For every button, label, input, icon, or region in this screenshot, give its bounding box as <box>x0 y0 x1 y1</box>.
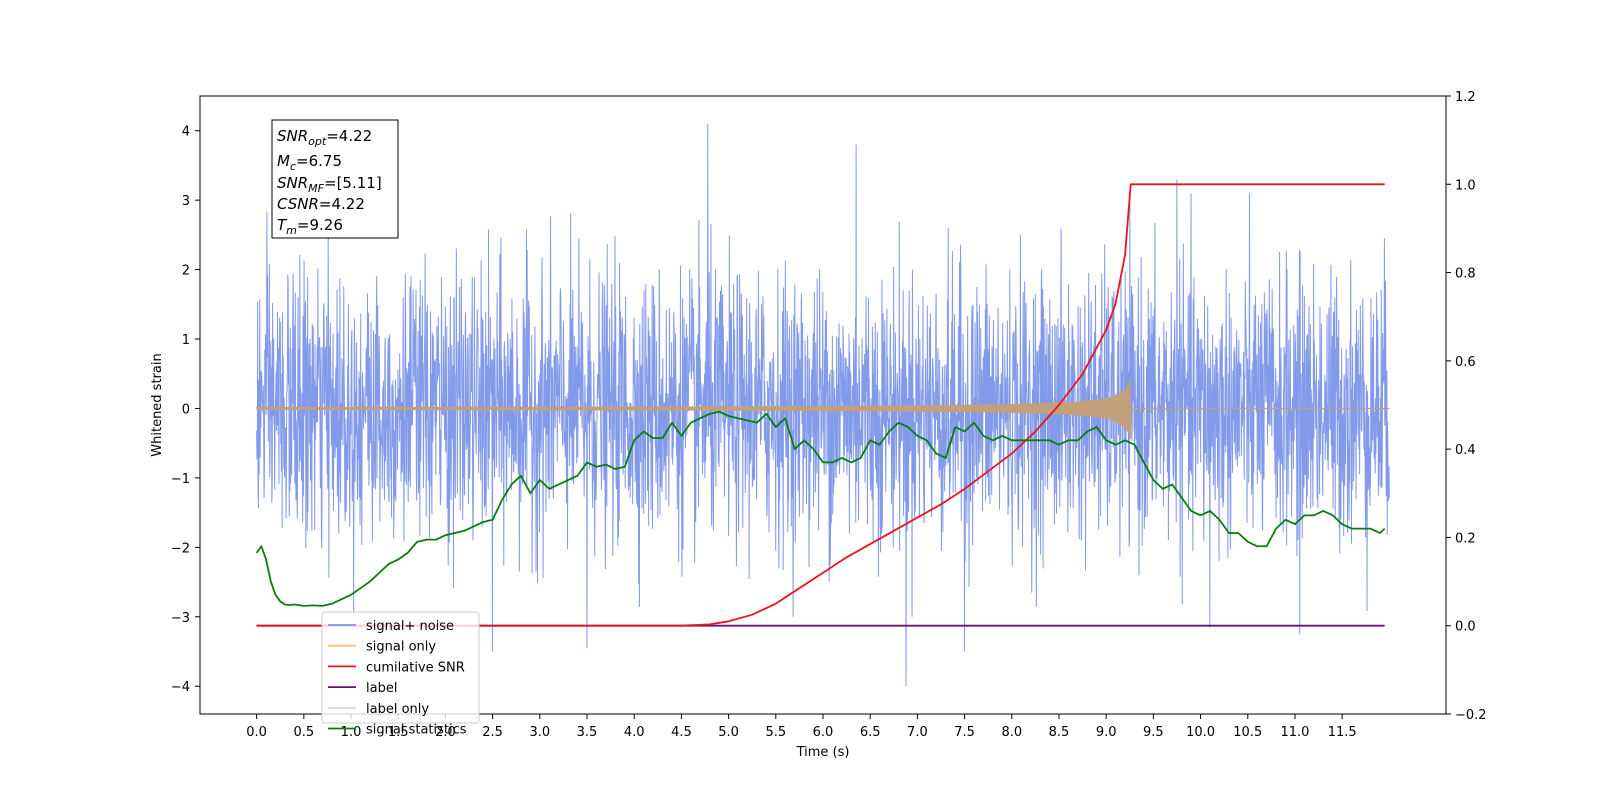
y2-tick-label: 0.8 <box>1455 267 1476 282</box>
x-axis-label: Time (s) <box>796 745 850 760</box>
x-tick-label: 7.5 <box>954 725 975 740</box>
stats-snr-mf: SNRMF=[5.11] <box>277 174 382 195</box>
stats-snr-mf-value: =[5.11] <box>324 174 382 192</box>
series-signal-only-line <box>256 379 1390 439</box>
stats-mc-value: =6.75 <box>296 152 342 170</box>
stats-mc-base: M <box>277 152 290 170</box>
stats-tm: Tm=9.26 <box>277 216 343 237</box>
y-tick-label: −4 <box>171 680 190 695</box>
y-tick-label: 4 <box>182 125 190 140</box>
stats-snr-opt-sub: opt <box>308 135 327 148</box>
x-tick-label: 2.5 <box>482 725 503 740</box>
x-tick-label: 10.0 <box>1186 725 1215 740</box>
y2-tick-label: 1.0 <box>1455 178 1476 193</box>
legend-items: signal+ noise signal only cumilative SNR la… <box>328 619 467 738</box>
x-tick-label: 3.5 <box>577 725 598 740</box>
stats-tm-value: =9.26 <box>297 216 343 234</box>
y2-tick-label: 0.2 <box>1455 531 1476 546</box>
legend: signal+ noise signal only cumilative SNR la… <box>321 611 480 738</box>
y-tick-label: 0 <box>182 402 190 417</box>
y2-tick-label: 0.4 <box>1455 443 1476 458</box>
stats-mc-sub: c <box>290 160 296 173</box>
x-axis: 0.0 0.5 1.0 1.5 2.0 2.5 3.0 3.5 4.0 4.5 5.0 5.5 6.0 6… <box>246 714 1357 740</box>
stats-csnr-value: =4.22 <box>319 195 365 213</box>
y2-tick-label: 0.0 <box>1455 620 1476 635</box>
x-tick-label: 11.5 <box>1328 725 1357 740</box>
y-axis-right: −0.2 0.0 0.2 0.4 0.6 0.8 1.0 1.2 <box>1446 90 1487 723</box>
y2-tick-label: −0.2 <box>1455 708 1487 723</box>
x-tick-label: 8.5 <box>1049 725 1070 740</box>
x-tick-label: 10.5 <box>1233 725 1262 740</box>
stats-csnr: CSNR=4.22 <box>277 195 365 213</box>
legend-frame <box>321 611 480 724</box>
y-tick-label: −1 <box>171 472 190 487</box>
y-tick-label: −2 <box>171 541 190 556</box>
x-tick-label: 11.0 <box>1280 725 1309 740</box>
y2-tick-label: 1.2 <box>1455 90 1476 105</box>
x-tick-label: 1.5 <box>388 725 409 740</box>
x-tick-label: 0.5 <box>293 725 314 740</box>
x-tick-label: 6.0 <box>813 725 834 740</box>
stats-snr-opt-base: SNR <box>277 127 308 145</box>
x-tick-label: 0.0 <box>246 725 267 740</box>
y-tick-label: −3 <box>171 611 190 626</box>
legend-label-cumulative-snr: cumilative SNR <box>366 660 465 675</box>
x-tick-label: 3.0 <box>529 725 550 740</box>
stats-snr-mf-sub: MF <box>308 182 324 195</box>
stats-tm-base: T <box>277 216 288 234</box>
y-tick-label: 2 <box>182 264 190 279</box>
legend-label-signal-only: signal only <box>366 640 436 655</box>
stats-tm-sub: m <box>286 224 297 237</box>
series-cumulative-snr-line <box>256 183 1385 627</box>
series-signal-noise-line <box>256 123 1390 687</box>
y2-tick-label: 0.6 <box>1455 355 1476 370</box>
x-tick-label: 9.0 <box>1096 725 1117 740</box>
legend-label-signal-noise: signal+ noise <box>366 619 454 634</box>
x-tick-label: 9.5 <box>1143 725 1164 740</box>
x-tick-label: 6.5 <box>860 725 881 740</box>
stats-mc: Mc=6.75 <box>277 152 342 173</box>
x-tick-label: 2.0 <box>435 725 456 740</box>
stats-csnr-base: CSNR <box>277 195 319 213</box>
x-tick-label: 7.0 <box>907 725 928 740</box>
stats-box-frame <box>271 119 399 239</box>
stats-box: SNRopt=4.22 Mc=6.75 SNRMF=[5.11] CSNR=4.… <box>271 119 399 239</box>
y-axis-left: −4 −3 −2 −1 0 1 2 3 4 <box>171 125 200 695</box>
legend-label-signal-statistics: signal statistics <box>366 723 467 738</box>
series-signal-statistics-line <box>255 410 1386 607</box>
stats-snr-mf-base: SNR <box>277 174 308 192</box>
y-tick-label: 1 <box>182 333 190 348</box>
stats-snr-opt: SNRopt=4.22 <box>277 127 372 148</box>
series-layer <box>255 123 1390 687</box>
x-tick-label: 5.0 <box>718 725 739 740</box>
legend-label-label-only: label only <box>366 702 429 717</box>
legend-label-label: label <box>366 681 397 696</box>
y-tick-label: 3 <box>182 194 190 209</box>
x-tick-label: 5.5 <box>765 725 786 740</box>
y-axis-label: Whitened strain <box>150 353 165 456</box>
x-tick-label: 4.5 <box>671 725 692 740</box>
x-tick-label: 1.0 <box>341 725 362 740</box>
x-tick-label: 4.0 <box>624 725 645 740</box>
stats-snr-opt-value: =4.22 <box>326 127 372 145</box>
x-tick-label: 8.0 <box>1001 725 1022 740</box>
